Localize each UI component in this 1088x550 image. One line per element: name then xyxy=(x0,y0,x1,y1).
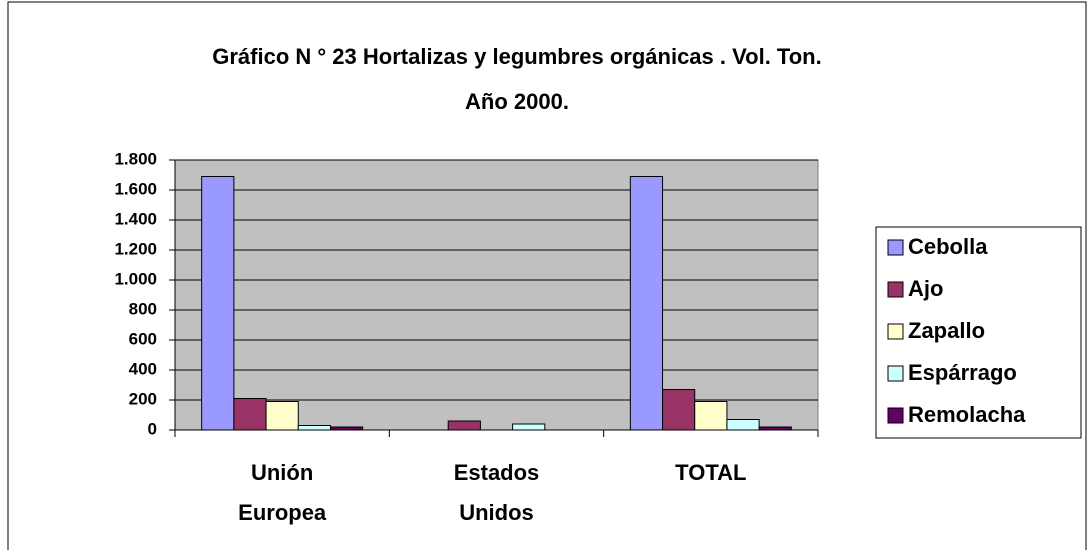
y-tick-label: 400 xyxy=(129,359,157,378)
y-tick-label: 0 xyxy=(148,419,157,438)
legend-swatch xyxy=(887,365,904,382)
x-tick-label: Estados Unidos xyxy=(453,460,540,525)
bar xyxy=(233,398,267,431)
legend-label: Espárrago xyxy=(908,360,1017,385)
legend-label: Remolacha xyxy=(908,402,1026,427)
y-tick-label: 800 xyxy=(129,299,157,318)
chart-title: Gráfico N ° 23 Hortalizas y legumbres or… xyxy=(212,44,822,114)
y-tick-label: 1.200 xyxy=(114,239,157,258)
bar xyxy=(201,176,235,431)
y-tick-label: 1.000 xyxy=(114,269,157,288)
legend-box xyxy=(875,226,1082,439)
y-tick-label: 600 xyxy=(129,329,157,348)
legend-swatch xyxy=(887,239,904,256)
bar xyxy=(758,426,792,431)
legend-swatch xyxy=(887,281,904,298)
legend-swatch xyxy=(887,323,904,340)
bar xyxy=(726,419,760,431)
legend-label: Cebolla xyxy=(908,234,988,259)
legend-label: Zapallo xyxy=(908,318,985,343)
bar xyxy=(297,425,331,431)
bar xyxy=(329,426,364,431)
x-tick-label: Unión Europea xyxy=(238,460,327,525)
bar xyxy=(694,401,728,431)
bar xyxy=(265,401,299,431)
bar xyxy=(447,420,481,431)
bar xyxy=(512,423,546,431)
x-tick-label: TOTAL xyxy=(675,460,747,485)
y-tick-label: 1.600 xyxy=(114,179,157,198)
plot-area xyxy=(174,159,819,431)
y-tick-label: 200 xyxy=(129,389,157,408)
bar xyxy=(662,389,696,431)
y-tick-label: 1.400 xyxy=(114,209,157,228)
legend-label: Ajo xyxy=(908,276,943,301)
bar xyxy=(629,176,664,431)
legend-swatch xyxy=(887,407,904,424)
y-tick-label: 1.800 xyxy=(114,149,157,168)
